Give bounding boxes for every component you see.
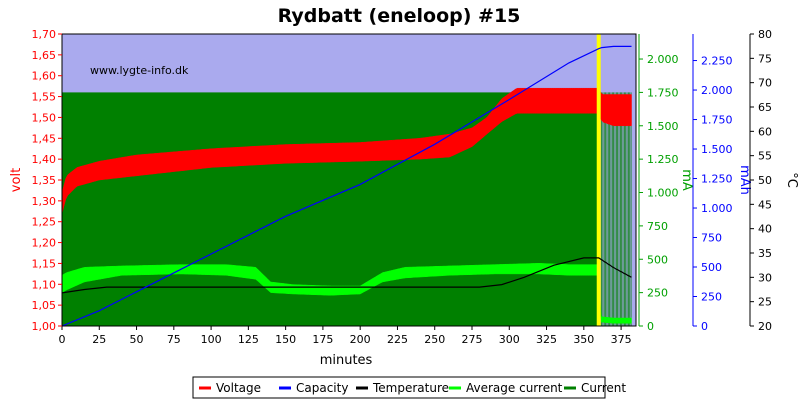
temp-tick-label: 70	[758, 77, 772, 90]
temp-tick-label: 80	[758, 28, 772, 41]
temp-tick-label: 60	[758, 125, 772, 138]
x-tick-label: 100	[201, 333, 222, 346]
average-current-band	[61, 263, 632, 324]
x-tick-label: 250	[424, 333, 445, 346]
volt-tick-label: 1,55	[32, 91, 57, 104]
legend-entry: Capacity	[296, 381, 348, 395]
x-tick-label: 375	[611, 333, 632, 346]
mah-tick-label: 250	[701, 291, 722, 304]
ma-tick-label: 250	[647, 287, 668, 300]
ma-axis-label: mA	[679, 169, 694, 191]
series-layer	[61, 34, 632, 327]
mah-tick-label: 1.250	[701, 173, 733, 186]
x-tick-label: 25	[92, 333, 106, 346]
x-tick-label: 225	[387, 333, 408, 346]
temp-tick-label: 50	[758, 174, 772, 187]
x-tick-label: 0	[59, 333, 66, 346]
legend-entry: Voltage	[216, 381, 261, 395]
capacity-line	[61, 45, 632, 327]
mah-tick-label: 750	[701, 232, 722, 245]
voltage-band	[61, 87, 632, 214]
volt-axis-label: volt	[9, 168, 24, 192]
ma-tick-label: 1.500	[647, 120, 679, 133]
mah-tick-label: 1.500	[701, 143, 733, 156]
x-tick-label: 175	[312, 333, 333, 346]
volt-tick-label: 1,20	[32, 237, 57, 250]
temperature-line	[61, 257, 632, 294]
ma-tick-label: 500	[647, 253, 668, 266]
mah-tick-label: 500	[701, 261, 722, 274]
x-tick-label: 125	[238, 333, 259, 346]
volt-tick-label: 1,10	[32, 278, 57, 291]
mah-tick-label: 2.250	[701, 55, 733, 68]
x-tick-label: 50	[130, 333, 144, 346]
x-tick-label: 150	[275, 333, 296, 346]
volt-tick-label: 1,65	[32, 49, 57, 62]
temp-tick-label: 35	[758, 247, 772, 260]
legend: Voltage Capacity Temperature Average curren…	[192, 376, 626, 399]
ma-tick-label: 1.750	[647, 86, 679, 99]
temp-tick-label: 25	[758, 296, 772, 309]
temp-tick-label: 30	[758, 271, 772, 284]
legend-entry: Temperature	[372, 381, 449, 395]
volt-tick-label: 1,60	[32, 70, 57, 83]
volt-tick-label: 1,25	[32, 216, 57, 229]
volt-tick-label: 1,05	[32, 299, 57, 312]
x-axis-label: minutes	[320, 353, 373, 368]
x-tick-label: 275	[462, 333, 483, 346]
volt-tick-label: 1,35	[32, 174, 57, 187]
temp-tick-label: 65	[758, 101, 772, 114]
temp-tick-label: 45	[758, 198, 772, 211]
charge-end-marker	[596, 34, 601, 326]
ma-tick-label: 1.000	[647, 187, 679, 200]
x-tick-label: 325	[536, 333, 557, 346]
legend-entry: Average current	[466, 381, 563, 395]
volt-tick-label: 1,70	[32, 28, 57, 41]
mah-tick-label: 1.750	[701, 114, 733, 127]
temp-tick-label: 55	[758, 150, 772, 163]
legend-frame	[192, 376, 606, 399]
ma-tick-label: 0	[647, 320, 654, 333]
volt-tick-label: 1,50	[32, 111, 57, 124]
legend-entry: Current	[581, 381, 626, 395]
ma-tick-label: 2.000	[647, 53, 679, 66]
watermark: www.lygte-info.dk	[90, 64, 189, 77]
x-tick-label: 75	[167, 333, 181, 346]
temp-tick-label: 20	[758, 320, 772, 333]
mah-axis-label: mAh	[737, 165, 752, 195]
volt-tick-label: 1,40	[32, 153, 57, 166]
volt-tick-label: 1,15	[32, 257, 57, 270]
mah-tick-label: 1.000	[701, 202, 733, 215]
x-tick-label: 200	[350, 333, 371, 346]
x-tick-label: 300	[499, 333, 520, 346]
temp-axis-label: °C	[784, 172, 799, 188]
temp-tick-label: 75	[758, 52, 772, 65]
volt-tick-label: 1,00	[32, 320, 57, 333]
temp-tick-label: 40	[758, 223, 772, 236]
axes-layer: 0 25 50 75 100 125 150 175 200 225 250 275 300 325 350…	[9, 28, 799, 346]
x-tick-label: 350	[573, 333, 594, 346]
mah-tick-label: 2.000	[701, 84, 733, 97]
chart-title: Rydbatt (eneloop) #15	[278, 5, 521, 27]
volt-tick-label: 1,30	[32, 195, 57, 208]
ma-tick-label: 750	[647, 220, 668, 233]
mah-tick-label: 0	[701, 320, 708, 333]
ma-tick-label: 1.250	[647, 153, 679, 166]
volt-tick-label: 1,45	[32, 132, 57, 145]
